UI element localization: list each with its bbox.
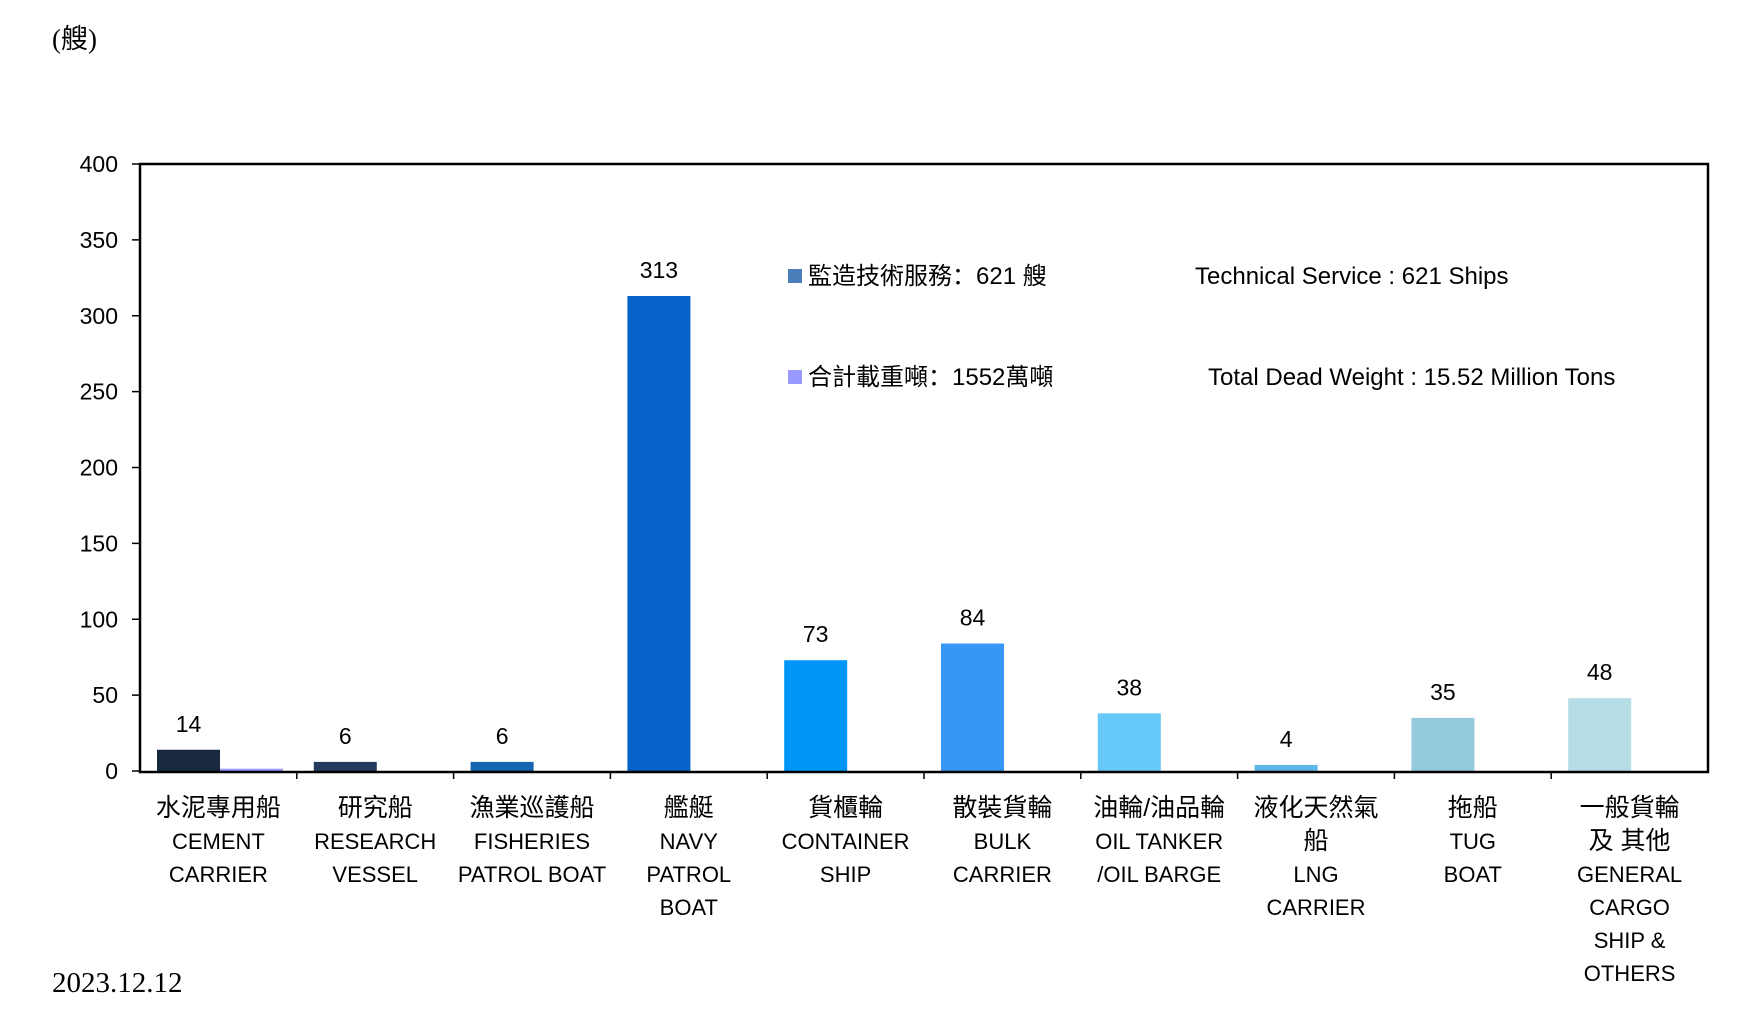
x-category-label: 船 [1303,827,1328,855]
y-tick-label: 50 [92,682,118,708]
x-category-label: 一般貨輪 [1580,794,1680,822]
x-category-label: GENERAL [1577,862,1682,887]
bar-technical-service [1411,717,1475,771]
data-label: 4 [1280,726,1293,752]
data-label: 84 [960,605,986,631]
y-tick-label: 200 [80,455,118,481]
x-category-label: LNG [1293,862,1338,887]
x-category-label: 貨櫃輪 [808,794,883,822]
y-tick-label: 350 [80,227,118,253]
x-category-label: CONTAINER [782,829,910,854]
x-category-label: 液化天然氣 [1253,794,1378,822]
legend-label-en-dead-weight: Total Dead Weight : 15.52 Million Tons [1208,364,1615,391]
unit-label: (艘) [52,24,97,54]
x-category-label: 散裝貨輪 [952,794,1052,822]
x-category-label: FISHERIES [474,829,590,854]
x-category-label: 漁業巡護船 [469,794,594,822]
y-tick-label: 400 [80,151,118,177]
x-category-label: PATROL [646,862,731,887]
x-category-label: CARRIER [1266,895,1365,920]
x-category-label: CARGO [1589,895,1670,920]
bar-technical-service [1254,764,1318,771]
x-category-label: VESSEL [332,862,418,887]
x-category-label: BULK [974,829,1032,854]
data-label: 73 [803,621,829,647]
x-category-label: SHIP [820,862,871,887]
x-category-label: TUG [1450,829,1496,854]
data-label: 6 [339,723,352,749]
legend-marker-technical-service [788,269,802,283]
bar-technical-service [470,761,534,771]
y-tick-label: 300 [80,303,118,329]
y-tick-label: 0 [105,758,118,784]
x-category-label: 拖船 [1448,794,1498,822]
bar-technical-service [784,660,848,771]
x-category-label: PATROL BOAT [458,862,606,887]
y-tick-label: 100 [80,606,118,632]
data-label: 38 [1117,674,1143,700]
legend-label-zh-technical-service: 監造技術服務：621 艘 [808,263,1047,290]
plot-frame [138,162,1710,774]
x-category-label: RESEARCH [314,829,436,854]
data-label: 48 [1587,659,1613,685]
date-label: 2023.12.12 [52,967,183,999]
legend-label-zh-dead-weight: 合計載重噸：1552萬噸 [808,364,1053,391]
x-category-label: BOAT [660,895,718,920]
x-category-label: 水泥專用船 [156,794,281,822]
x-category-label: NAVY [660,829,719,854]
bars: 14 6 6 313 73 84 38 4 35 48 [157,257,1632,771]
data-label: 6 [496,723,509,749]
bar-technical-service [1568,698,1632,771]
bar-technical-service [157,749,220,771]
x-category-label: 艦艇 [664,794,714,822]
x-category-label: OTHERS [1584,961,1676,986]
legend-label-en-technical-service: Technical Service : 621 Ships [1195,263,1509,290]
legend-marker-dead-weight [788,370,802,384]
x-category-label: SHIP & [1594,928,1666,953]
bar-technical-service [1097,713,1161,771]
y-axis: 0 50 100 150 200 250 300 350 400 [80,151,140,784]
x-category-label: OIL TANKER [1095,829,1223,854]
y-tick-label: 250 [80,379,118,405]
x-category-label: CARRIER [169,862,268,887]
bar-technical-service [941,643,1004,771]
data-label: 14 [176,711,202,737]
x-category-label: 油輪/油品輪 [1093,794,1225,822]
bar-dead-weight [220,768,283,771]
x-category-label: 研究船 [338,794,413,822]
x-category-label: CEMENT [172,829,265,854]
x-axis: 水泥專用船 CEMENT CARRIER 研究船 RESEARCH VESSEL 漁業巡護船… [156,771,1682,986]
data-label: 313 [640,257,678,283]
x-category-label: CARRIER [953,862,1052,887]
legend: 監造技術服務：621 艘 Technical Service : 621 Shi… [788,263,1615,391]
bar-technical-service [627,296,691,771]
x-category-label: 及 其他 [1589,827,1671,855]
data-label: 35 [1430,679,1456,705]
y-tick-label: 150 [80,530,118,556]
x-category-label: BOAT [1444,862,1502,887]
x-category-label: /OIL BARGE [1097,862,1221,887]
bar-technical-service [313,761,377,771]
